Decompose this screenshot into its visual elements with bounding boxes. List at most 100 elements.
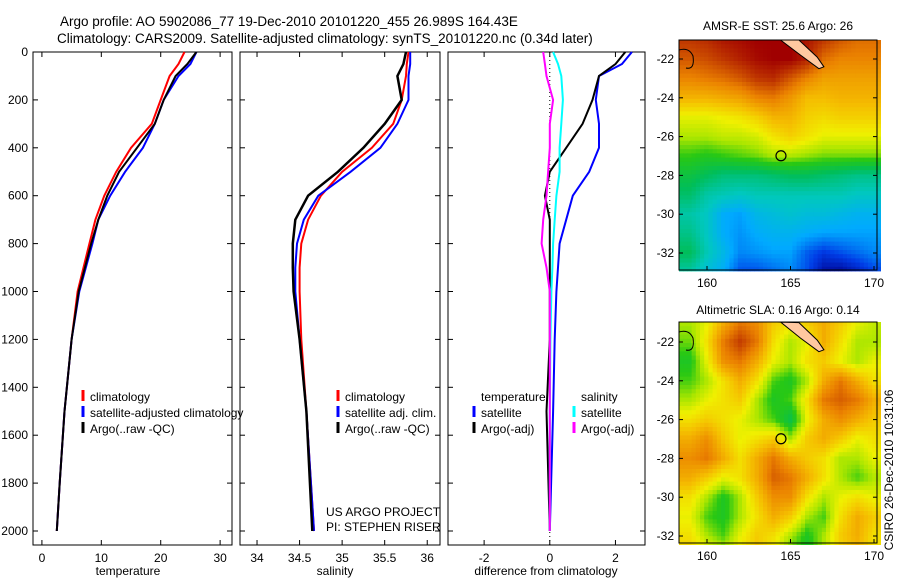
map-cell <box>830 473 835 478</box>
map-cell <box>834 360 839 365</box>
map-cell <box>813 221 818 226</box>
map-cell <box>687 145 692 150</box>
map-cell <box>708 107 713 112</box>
map-cell <box>746 216 751 221</box>
map-cell <box>818 78 823 83</box>
map-cell <box>771 174 776 179</box>
map-cell <box>855 40 860 45</box>
map-cell <box>801 461 806 466</box>
map-cell <box>700 95 705 100</box>
map-cell <box>746 233 751 238</box>
map-cell <box>696 469 701 474</box>
map-cell <box>801 414 806 419</box>
map-cell <box>822 183 827 188</box>
map-cell <box>759 385 764 390</box>
map-cell <box>818 90 823 95</box>
map-cell <box>788 187 793 192</box>
map-cell <box>725 461 730 466</box>
map-cell <box>738 82 743 87</box>
map-cell <box>687 364 692 369</box>
map-cell <box>801 351 806 356</box>
map-cell <box>759 216 764 221</box>
map-cell <box>822 225 827 230</box>
map-cell <box>834 174 839 179</box>
map-cell <box>738 452 743 457</box>
map-cell <box>721 503 726 508</box>
map-cell <box>759 452 764 457</box>
map-cell <box>860 393 865 398</box>
map-cell <box>788 99 793 104</box>
legend-argo: Argo(..raw -QC) <box>345 422 430 436</box>
map-cell <box>826 389 831 394</box>
map-cell <box>872 120 877 125</box>
map-cell <box>822 498 827 503</box>
map-cell <box>834 452 839 457</box>
map-cell <box>713 427 718 432</box>
map-cell <box>826 153 831 158</box>
map-cell <box>742 82 747 87</box>
map-cell <box>696 250 701 255</box>
map-cell <box>792 145 797 150</box>
map-cell <box>868 145 873 150</box>
map-cell <box>780 393 785 398</box>
map-cell <box>834 204 839 209</box>
map-cell <box>847 385 852 390</box>
map-cell <box>822 120 827 125</box>
map-cell <box>792 440 797 445</box>
map-cell <box>759 187 764 192</box>
map-cell <box>725 435 730 440</box>
map-cell <box>847 393 852 398</box>
map-cell <box>822 153 827 158</box>
map-cell <box>809 99 814 104</box>
map-cell <box>792 86 797 91</box>
map-cell <box>683 368 688 373</box>
map-cell <box>692 200 697 205</box>
map-cell <box>763 267 768 272</box>
map-cell <box>822 116 827 121</box>
map-cell <box>847 233 852 238</box>
map-cell <box>830 486 835 491</box>
map-cell <box>834 183 839 188</box>
map-cell <box>776 402 781 407</box>
map-cell <box>734 393 739 398</box>
map-cell <box>742 498 747 503</box>
map-cell <box>818 452 823 457</box>
map-cell <box>746 53 751 58</box>
map-cell <box>830 57 835 62</box>
map-cell <box>692 507 697 512</box>
map-cell <box>868 141 873 146</box>
map-cell <box>792 242 797 247</box>
map-cell <box>792 473 797 478</box>
map-cell <box>725 78 730 83</box>
map-cell <box>700 267 705 272</box>
map-cell <box>847 360 852 365</box>
map-cell <box>771 111 776 116</box>
map-cell <box>809 246 814 251</box>
map-cell <box>742 406 747 411</box>
map-cell <box>813 452 818 457</box>
map-cell <box>872 402 877 407</box>
depth-tick-label: 600 <box>8 189 28 203</box>
map-cell <box>809 258 814 263</box>
map-cell <box>721 326 726 331</box>
map-cell <box>721 229 726 234</box>
map-cell <box>708 153 713 158</box>
map-cell <box>725 57 730 62</box>
map-cell <box>830 149 835 154</box>
map-cell <box>717 385 722 390</box>
map-cell <box>805 423 810 428</box>
map-cell <box>864 448 869 453</box>
map-cell <box>776 61 781 66</box>
map-cell <box>860 53 865 58</box>
map-cell <box>826 254 831 259</box>
map-cell <box>734 347 739 352</box>
map-cell <box>851 216 856 221</box>
map-cell <box>721 431 726 436</box>
map-cell <box>713 128 718 133</box>
map-cell <box>734 469 739 474</box>
map-cell <box>805 195 810 200</box>
map-cell <box>759 507 764 512</box>
map-cell <box>872 490 877 495</box>
map-cell <box>776 448 781 453</box>
map-cell <box>771 427 776 432</box>
